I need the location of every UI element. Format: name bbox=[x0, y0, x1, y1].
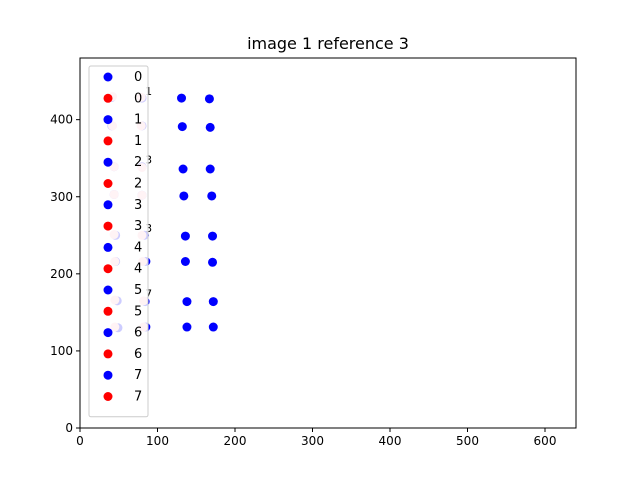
legend-marker bbox=[103, 328, 113, 338]
x-tick-label: 0 bbox=[76, 434, 84, 448]
point-label: 1 bbox=[145, 85, 152, 98]
legend-label: 6 bbox=[134, 347, 142, 362]
y-axis: 0 100 200 300 400 bbox=[50, 113, 80, 435]
legend-marker bbox=[103, 179, 113, 188]
data-point bbox=[207, 191, 217, 201]
x-tick-label: 300 bbox=[301, 434, 324, 448]
data-point bbox=[205, 164, 215, 174]
legend-label: 4 bbox=[134, 262, 142, 277]
data-point bbox=[182, 322, 192, 332]
legend-label: 2 bbox=[134, 155, 142, 170]
legend-marker bbox=[103, 370, 113, 380]
data-point bbox=[178, 164, 188, 174]
plot-frame bbox=[79, 57, 577, 429]
legend-marker bbox=[103, 136, 113, 146]
legend-label: 6 bbox=[134, 326, 142, 341]
x-tick-label: 600 bbox=[534, 434, 557, 448]
legend-label: 2 bbox=[134, 177, 142, 192]
data-point bbox=[182, 297, 192, 307]
legend-label: 5 bbox=[134, 283, 142, 298]
x-tick-label: 100 bbox=[146, 434, 169, 448]
data-point bbox=[177, 93, 187, 103]
data-point bbox=[208, 231, 218, 241]
legend-label: 0 bbox=[134, 91, 142, 106]
data-point bbox=[208, 257, 218, 267]
x-tick-label: 500 bbox=[456, 434, 479, 448]
legend-label: 1 bbox=[134, 134, 142, 149]
x-tick-label: 400 bbox=[379, 434, 402, 448]
legend-marker bbox=[103, 264, 113, 274]
data-point bbox=[180, 231, 190, 241]
y-tick-label: 100 bbox=[50, 344, 73, 358]
legend-label: 4 bbox=[134, 240, 142, 255]
point-label: 3 bbox=[145, 154, 152, 167]
legend-box bbox=[88, 65, 149, 418]
legend-marker bbox=[103, 242, 113, 252]
point-label: 3 bbox=[145, 222, 152, 235]
data-point bbox=[179, 191, 189, 201]
y-tick-label: 400 bbox=[50, 113, 73, 127]
y-tick-label: 200 bbox=[50, 267, 73, 281]
legend-label: 7 bbox=[134, 390, 142, 405]
data-point bbox=[177, 122, 187, 132]
legend-marker bbox=[103, 392, 113, 401]
legend-label: 1 bbox=[134, 113, 142, 128]
legend-marker bbox=[103, 306, 113, 316]
x-axis: 0 100 200 300 400 500 600 bbox=[76, 428, 556, 448]
legend-marker bbox=[103, 93, 113, 103]
legend-label: 3 bbox=[134, 219, 142, 234]
data-point bbox=[204, 94, 214, 104]
legend-marker bbox=[103, 115, 113, 125]
legend-label: 3 bbox=[134, 198, 142, 213]
data-point bbox=[208, 322, 218, 332]
data-point bbox=[205, 122, 215, 132]
legend-marker bbox=[103, 349, 113, 359]
data-point bbox=[208, 297, 218, 307]
legend-label: 0 bbox=[134, 70, 142, 85]
y-tick-label: 300 bbox=[50, 190, 73, 204]
legend-marker bbox=[103, 285, 113, 295]
legend-label: 7 bbox=[134, 368, 142, 383]
legend-marker bbox=[103, 221, 113, 231]
legend-marker bbox=[103, 200, 113, 210]
legend-marker bbox=[103, 72, 113, 82]
chart-title: image 1 reference 3 bbox=[247, 34, 409, 53]
legend-marker bbox=[103, 157, 113, 167]
point-labels: 1 3 3 7 bbox=[145, 85, 152, 301]
y-tick-label: 0 bbox=[65, 421, 73, 435]
data-point bbox=[180, 257, 190, 266]
legend-label: 5 bbox=[134, 304, 142, 319]
point-label: 7 bbox=[145, 288, 152, 301]
x-tick-label: 200 bbox=[224, 434, 247, 448]
